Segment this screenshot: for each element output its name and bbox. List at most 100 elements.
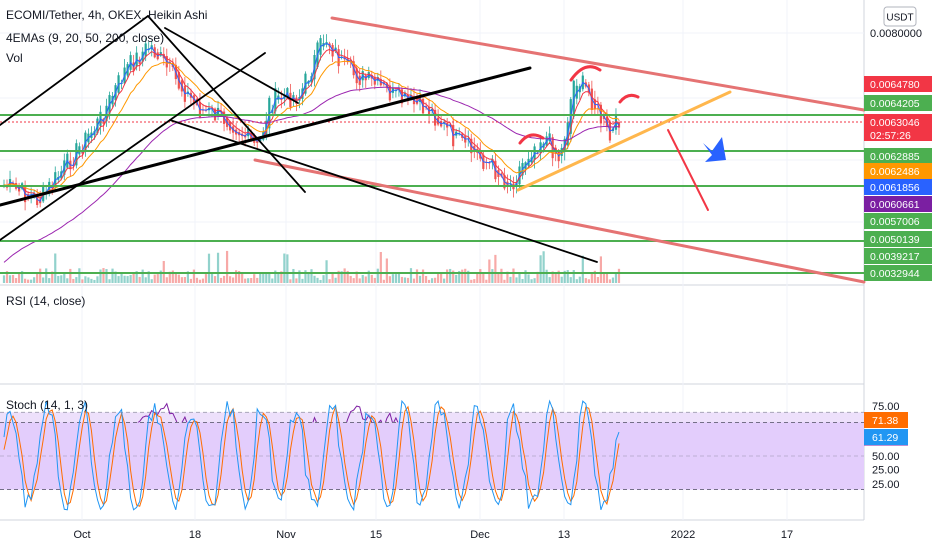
price-label-text: 0.0064205 [870,98,920,110]
currency-button-label: USDT [886,13,913,24]
volume-bar [301,278,304,283]
volume-bar [503,279,506,283]
volume-bar [611,277,615,283]
volume-bar [138,276,141,283]
volume-bar [27,279,30,283]
volume-bar [277,272,280,283]
volume-bar [557,270,560,283]
volume-bar [614,273,618,283]
price-label-text: 0.0057006 [870,216,920,228]
volume-bar [126,276,129,283]
volume-bar [75,277,78,283]
volume-bar [307,272,310,283]
volume-bar [11,274,15,283]
volume-bar [578,276,581,283]
volume-bar [225,250,229,283]
volume-bar [87,277,90,283]
volume-bar [485,279,488,283]
price-label-text: 02:57:26 [870,130,911,142]
time-tick-label: 13 [558,529,570,541]
stoch-panel [0,399,864,512]
volume-bar [521,278,524,283]
volume-bar [192,269,196,283]
price-tick-label: 0.0080000 [870,28,922,40]
volume-bar [443,278,446,283]
projection-line [667,129,709,211]
volume-bar [470,279,473,283]
black-trendline [147,15,306,193]
volume-bar [467,270,470,283]
ema-legend[interactable]: 4EMAs (9, 20, 50, 200, close) [6,31,164,45]
price-label-box [864,76,932,92]
volume-bar [506,271,509,283]
volume-bar [361,274,364,283]
price-label-box [864,127,932,141]
volume-bar [198,279,202,283]
volume-bar [617,268,621,283]
stoch-legend[interactable]: Stoch (14, 1, 3) [6,398,88,412]
time-tick-label: Oct [73,529,90,541]
stoch-d-value-box [864,412,908,428]
volume-bar [343,268,346,283]
volume-bar [195,277,199,283]
volume-bar [102,268,105,283]
volume-bar [280,271,283,283]
volume-bar [482,273,485,283]
price-label-text: 0.0032944 [870,268,920,280]
channel-upper-line [330,16,866,112]
volume-bar [352,278,355,283]
volume-bar [325,260,328,283]
candlestick-series [2,34,621,211]
volume-bar [533,278,536,283]
time-tick-label: 17 [781,529,793,541]
volume-bar [569,277,572,283]
volume-bar [174,272,177,283]
volume-bar [464,268,467,283]
volume-bar [397,273,401,283]
volume-bar [373,277,376,283]
price-label-box [864,163,932,179]
volume-bar [156,274,159,283]
volume-bar [213,276,217,283]
price-label-text: 0.0039217 [870,251,920,263]
volume-legend[interactable]: Vol [6,51,23,65]
volume-bar [117,276,120,283]
volume-bar [322,275,325,283]
price-label-box [864,148,932,164]
volume-bar [328,279,331,283]
shoulder-arc [618,93,640,104]
volume-bar [452,270,455,283]
volume-bar [364,276,367,283]
volume-bar [437,272,440,283]
volume-bar [171,270,174,283]
volume-bar [590,273,593,283]
volume-bar [349,275,352,283]
volume-bar [304,270,307,283]
price-label-box [864,179,932,195]
rsi-legend[interactable]: RSI (14, close) [6,294,85,308]
volume-bar [430,278,434,283]
symbol-legend[interactable]: ECOMI/Tether, 4h, OKEX, Heikin Ashi [6,8,207,22]
volume-bar [162,260,165,283]
volume-bar [370,274,373,283]
volume-bar [8,275,12,283]
volume-bar [147,271,150,283]
volume-bar [222,275,226,283]
major-trendline [0,66,532,207]
black-trendline [169,119,598,263]
volume-bar [488,259,491,283]
volume-bar [135,271,138,283]
volume-bar [183,277,186,283]
volume-bar [446,269,449,283]
price-label-box [864,196,932,212]
volume-bar [238,270,241,283]
ema-9-line [3,42,620,203]
volume-bar [177,274,180,283]
volume-bar [382,279,385,283]
volume-bar [289,279,292,283]
head-arc [569,65,602,82]
volume-bar [385,258,388,283]
rsi-tick-label: 25.00 [872,464,900,476]
currency-button[interactable] [883,6,917,27]
